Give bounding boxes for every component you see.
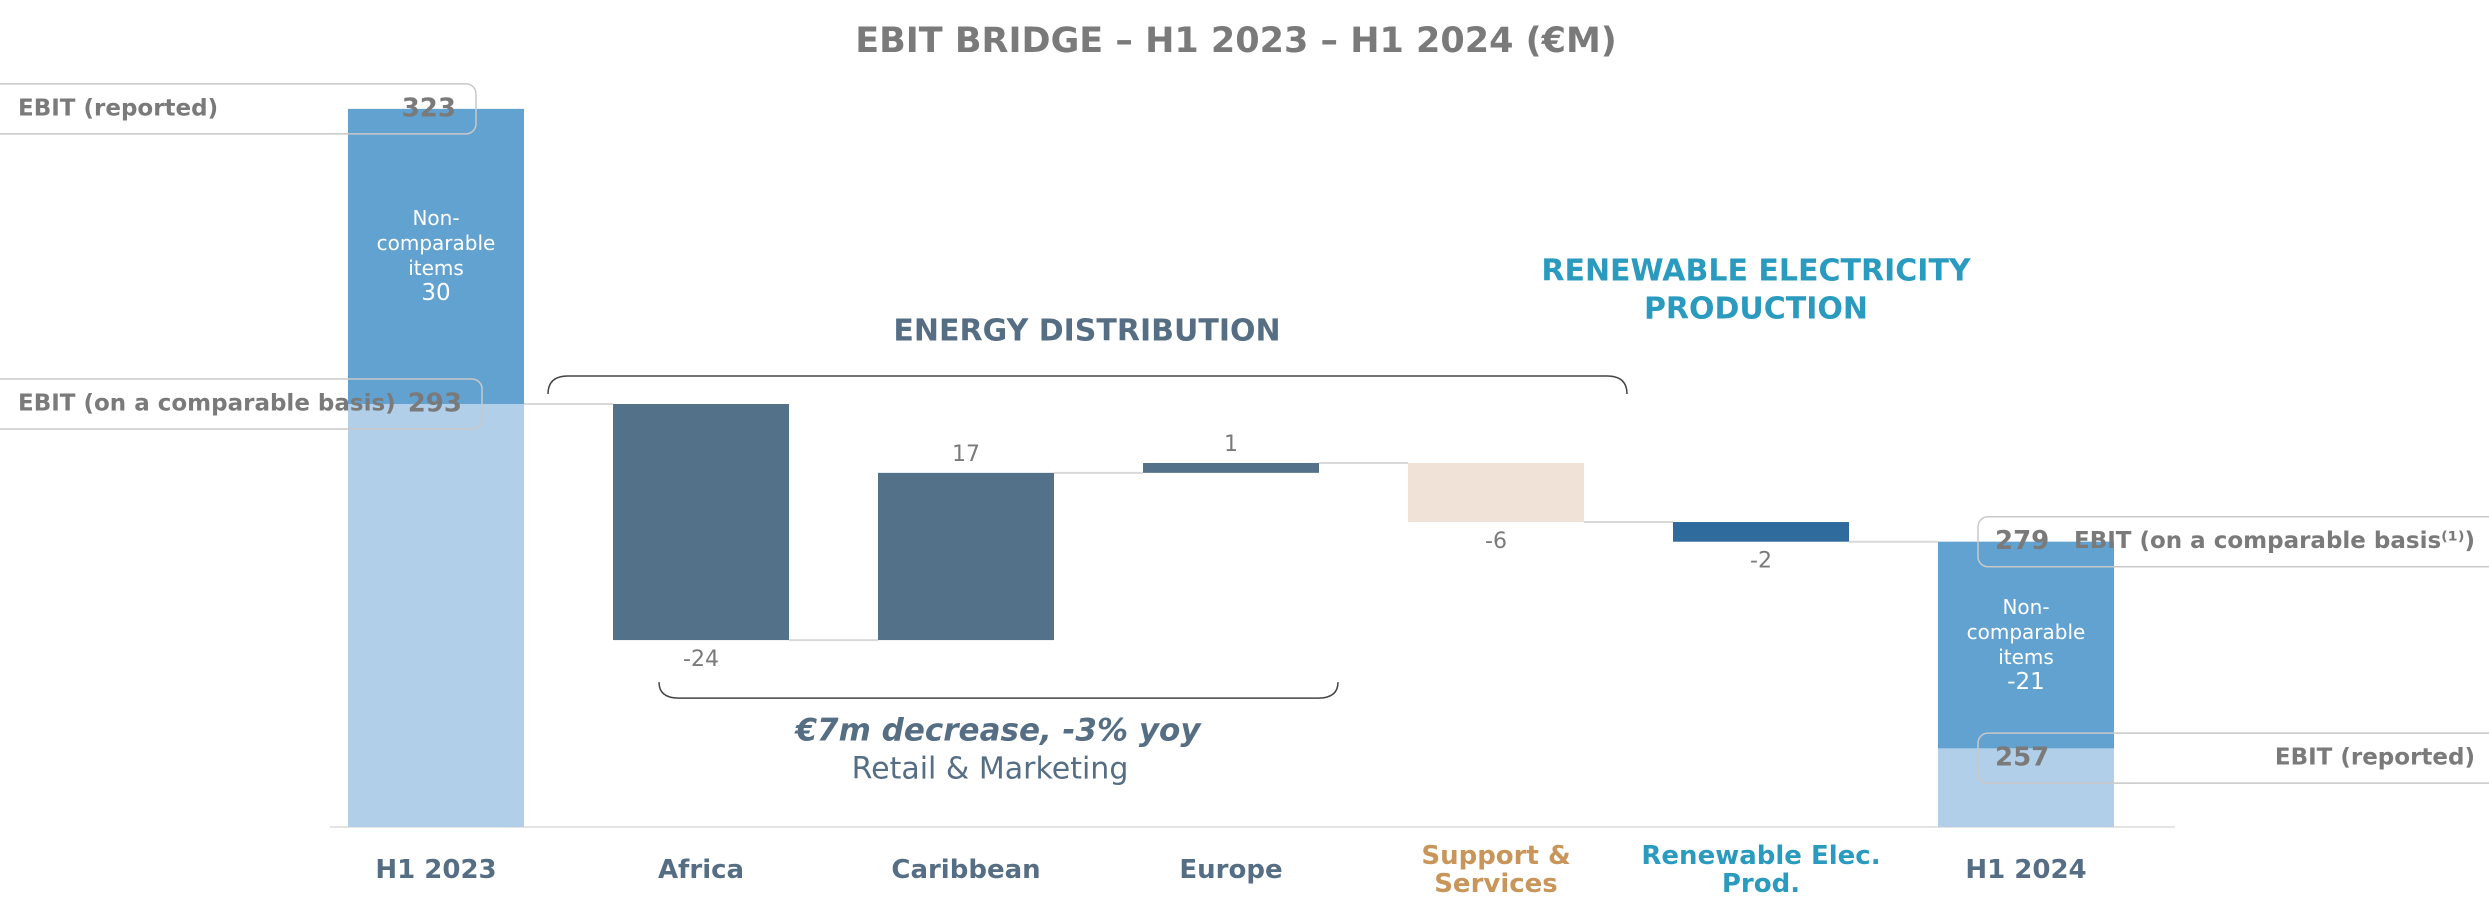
non-comparable-text: Non-comparable items [1966, 594, 2086, 669]
non-comparable-bar [1938, 541, 2114, 749]
callout-value: 279 [1995, 526, 2049, 556]
bar [1143, 463, 1319, 473]
callout-value: 323 [402, 93, 456, 123]
non-comparable-value: 30 [421, 280, 451, 307]
non-comparable-bar [348, 108, 524, 404]
category-label: H1 2023 [375, 855, 497, 885]
bar [1673, 522, 1849, 542]
category-label: Africa [657, 855, 745, 885]
category-label: Caribbean [891, 855, 1041, 885]
callout-label: EBIT (on a comparable basis⁽¹⁾) [2074, 528, 2475, 554]
annotation-subtitle: Retail & Marketing [852, 752, 1129, 787]
non-comparable-text: Non-comparable items [376, 206, 496, 281]
data-label: -24 [683, 647, 719, 672]
callout-label: EBIT (on a comparable basis) [18, 390, 396, 416]
category-label: H1 2024 [1965, 855, 2087, 885]
data-label: 1 [1224, 432, 1238, 457]
callout-value: 293 [408, 388, 462, 418]
non-comparable-label: Non-comparable items -21 [1938, 542, 2114, 749]
bar [613, 403, 789, 641]
non-comparable-value: -21 [2007, 668, 2045, 695]
bracket [547, 375, 1628, 395]
callout-box [1977, 732, 2489, 784]
callout-value: 257 [1995, 743, 2049, 773]
category-label: Support & Services [1421, 841, 1571, 899]
group-label: ENERGY DISTRIBUTION [893, 313, 1280, 348]
data-label: 17 [952, 442, 980, 467]
group-label: PRODUCTION [1644, 291, 1868, 326]
callout-box [0, 83, 477, 135]
group-label: RENEWABLE ELECTRICITY [1541, 253, 1972, 288]
annotation-title: €7m decrease, -3% yoy [793, 713, 1202, 749]
non-comparable-label: Non-comparable items 30 [348, 109, 524, 404]
callout-box [0, 378, 483, 430]
bar [878, 472, 1054, 641]
category-label: Renewable Elec. Prod. [1641, 841, 1881, 899]
category-label: Europe [1179, 855, 1283, 885]
callout-label: EBIT (reported) [18, 95, 218, 121]
callout-box [1977, 515, 2489, 568]
bar [1408, 463, 1584, 523]
callout-label: EBIT (reported) [2275, 745, 2475, 771]
data-label: -2 [1750, 549, 1772, 574]
bar [348, 403, 524, 827]
data-label: -6 [1485, 529, 1507, 554]
bracket [658, 682, 1339, 699]
chart-title: EBIT BRIDGE – H1 2023 – H1 2024 (€M) [855, 21, 1617, 61]
